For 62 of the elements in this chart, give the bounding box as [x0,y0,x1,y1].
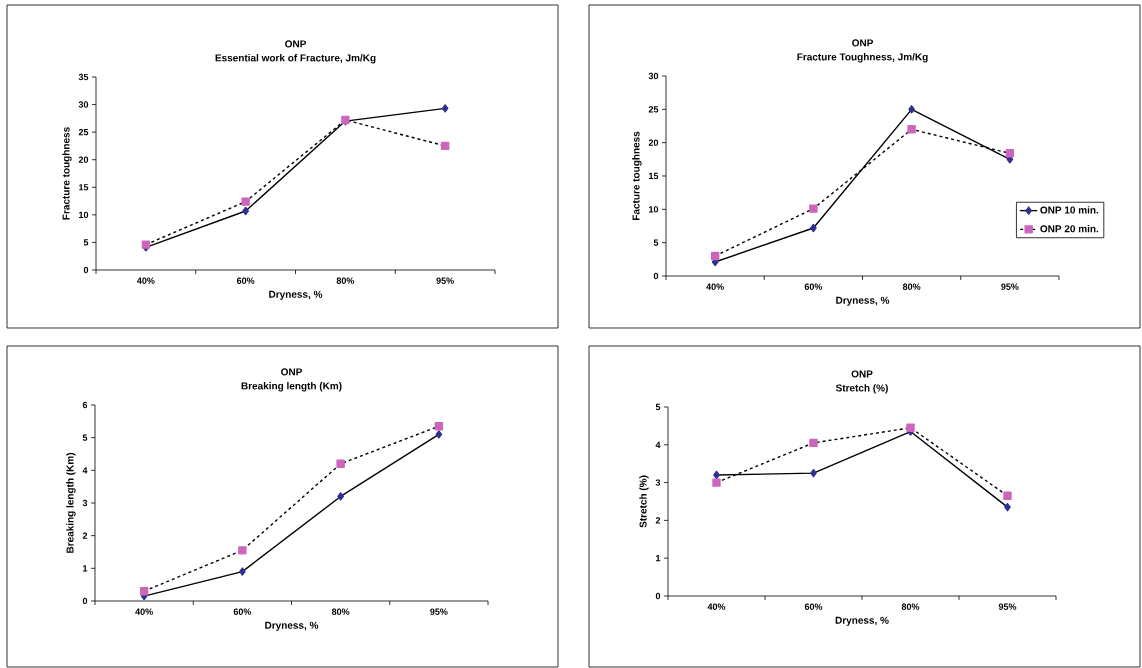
x-tick-label: 80% [336,277,355,284]
x-tick-label: 40% [137,277,155,284]
y-tick-label: 0 [82,597,88,605]
y-axis-title: Fracture toughness [62,127,72,220]
y-tick-label: 20 [648,139,659,146]
y-tick-label: 6 [82,401,88,409]
legend-label: ONP 10 min. [1040,206,1099,214]
chart-subtitle: Fracture Toughness, Jm/Kg [797,53,928,63]
y-tick-label: 25 [78,128,89,136]
chart-title: ONP [851,370,873,378]
y-tick-label: 5 [82,434,88,441]
y-tick-label: 10 [649,206,659,213]
x-tick-label: 60% [804,283,823,290]
y-tick-label: 5 [653,239,659,246]
x-axis-title: Dryness, % [269,290,323,300]
y-axis-title: Breaking length (Km) [66,452,76,553]
y-tick-label: 0 [655,592,661,600]
x-tick-label: 95% [1001,283,1019,290]
y-tick-label: 2 [82,532,88,539]
y-tick-label: 3 [82,499,88,507]
y-tick-label: 30 [78,101,89,108]
y-tick-label: 15 [649,172,659,180]
chart-title: ONP [852,39,874,47]
x-tick-label: 60% [236,277,255,284]
x-tick-label: 40% [707,603,726,610]
y-tick-label: 20 [78,156,89,163]
x-axis-title: Dryness, % [835,616,889,626]
x-tick-label: 95% [430,608,448,615]
y-tick-label: 1 [83,565,88,572]
x-tick-label: 80% [901,603,920,610]
y-tick-label: 1 [656,555,661,562]
y-tick-label: 5 [83,239,89,246]
y-tick-label: 15 [79,184,89,191]
x-tick-label: 40% [706,283,724,290]
x-axis-title: Dryness, % [836,296,890,306]
y-tick-label: 2 [655,517,661,524]
y-axis-title: Facture toughness [632,131,642,221]
x-tick-label: 60% [233,608,252,615]
y-tick-label: 30 [648,72,659,80]
y-tick-label: 25 [648,106,659,113]
y-tick-label: 5 [655,403,661,411]
x-tick-label: 60% [804,603,823,610]
y-tick-label: 3 [655,479,661,486]
y-tick-label: 10 [79,211,89,219]
y-tick-label: 0 [83,266,89,274]
y-axis-title: Stretch (%) [639,475,649,528]
x-tick-label: 80% [902,283,921,290]
y-tick-label: 4 [655,441,661,448]
chart-title: ONP [285,40,307,48]
chart-subtitle: Essential work of Fracture, Jm/Kg [215,54,376,64]
chart-title: ONP [281,368,303,376]
legend-label: ONP 20 min. [1040,224,1099,233]
y-tick-label: 4 [82,467,88,474]
y-tick-label: 35 [78,73,89,81]
x-axis-title: Dryness, % [265,621,319,631]
x-tick-label: 95% [998,603,1017,610]
x-tick-label: 40% [135,608,153,615]
chart-subtitle: Stretch (%) [835,384,888,394]
y-tick-label: 0 [653,272,659,280]
x-tick-label: 95% [436,277,454,284]
chart-subtitle: Breaking length (Km) [241,382,342,392]
x-tick-label: 80% [331,608,350,615]
